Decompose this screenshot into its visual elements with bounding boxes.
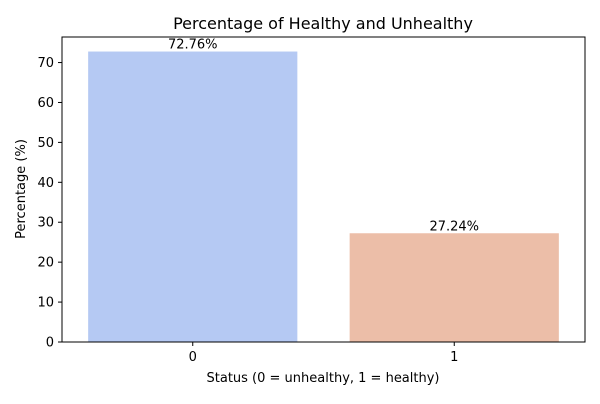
y-tick-label: 30 — [37, 216, 54, 231]
y-axis-label: Percentage (%) — [14, 139, 29, 239]
chart-title: Percentage of Healthy and Unhealthy — [173, 14, 473, 33]
y-tick-label: 0 — [46, 336, 54, 351]
y-tick-label: 70 — [37, 56, 54, 71]
data-labels-group: 72.76% 27.24% — [168, 38, 479, 235]
y-axis-ticks: 0 10 20 30 40 50 60 70 — [37, 56, 62, 351]
y-tick-label: 50 — [37, 136, 54, 151]
x-tick-label: 1 — [450, 350, 458, 365]
bar-0 — [88, 51, 298, 343]
bar-1 — [349, 233, 559, 342]
plot-frame — [61, 36, 586, 343]
y-tick-label: 60 — [37, 96, 54, 111]
data-label-0: 72.76% — [168, 38, 218, 53]
x-tick-label: 0 — [189, 350, 197, 365]
y-tick-label: 40 — [37, 176, 54, 191]
data-label-1: 27.24% — [429, 219, 479, 234]
x-axis-label: Status (0 = unhealthy, 1 = healthy) — [207, 371, 440, 386]
y-tick-label: 20 — [37, 256, 54, 271]
y-tick-label: 10 — [37, 296, 54, 311]
bars-group — [88, 51, 559, 343]
